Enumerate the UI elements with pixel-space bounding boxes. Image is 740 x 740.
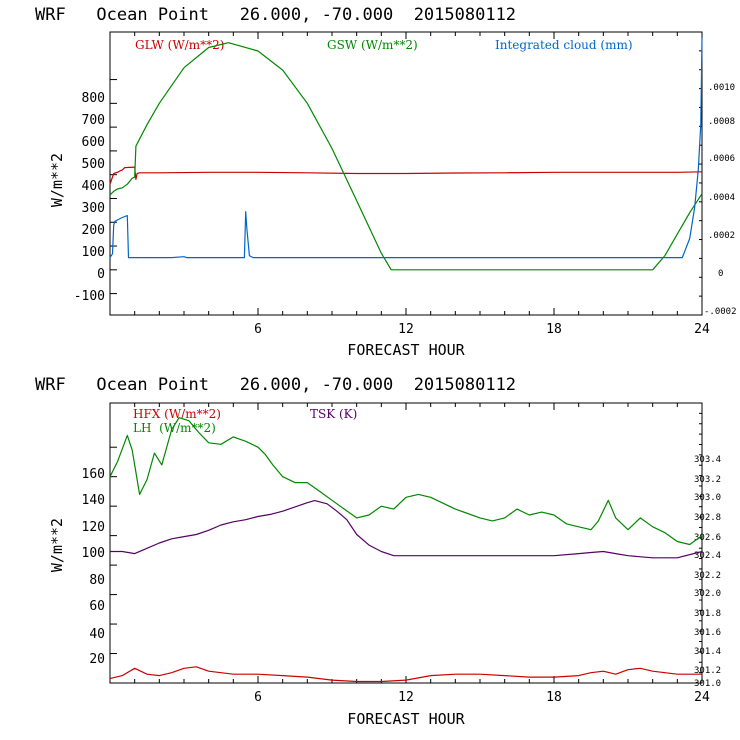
bottom-series-line-tsk — [110, 500, 703, 559]
bottom-y2-tick-label: 302.6 — [694, 533, 721, 543]
bottom-y2-tick-label: 302.8 — [694, 513, 721, 523]
bottom-y-tick-labels: 20 40 60 80 100 120 140 160 — [82, 467, 105, 667]
bottom-series-line-lh — [109, 417, 703, 546]
top-x-tick-label: 18 — [546, 322, 562, 337]
bottom-y-tick-label: 40 — [89, 627, 105, 642]
top-y-axis-label: W/m**2 — [48, 153, 66, 207]
bottom-series-line-hfx — [109, 666, 702, 683]
bottom-x-tick-label: 12 — [398, 690, 414, 705]
bottom-x-axis-label: FORECAST HOUR — [347, 710, 465, 728]
top-y2-tick-label: .0002 — [708, 231, 735, 241]
bottom-y-tick-label: 100 — [82, 546, 105, 561]
top-y-tick-label: 800 — [82, 91, 105, 106]
top-y2-tick-label: .0004 — [708, 193, 735, 203]
top-y-tick-label: 0 — [97, 267, 105, 282]
top-y-tick-label: 500 — [82, 157, 105, 172]
bottom-y-tick-label: 20 — [89, 652, 105, 667]
top-x-axis-label: FORECAST HOUR — [347, 341, 465, 359]
top-x-tick-labels: 6 12 18 24 — [254, 322, 710, 337]
legend-glw: GLW (W/m**2) — [135, 38, 224, 52]
bottom-y2-tick-label: 301.6 — [694, 628, 721, 638]
top-legend: GLW (W/m**2) GSW (W/m**2) Integrated clo… — [135, 38, 633, 52]
legend-tsk: TSK (K) — [310, 407, 357, 421]
top-y-tick-label: 100 — [82, 245, 105, 260]
bottom-y2-tick-label: 302.0 — [694, 589, 721, 599]
bottom-y-axis-label: W/m**2 — [48, 518, 66, 572]
bottom-y-tick-label: 120 — [82, 520, 105, 535]
legend-integrated-cloud: Integrated cloud (mm) — [495, 38, 633, 52]
bottom-y-tick-label: 80 — [89, 573, 105, 588]
bottom-y-tick-label: 60 — [89, 599, 105, 614]
top-y2-tick-label: 0 — [718, 269, 723, 279]
top-chart: WRF Ocean Point 26.000, -70.000 20150801… — [35, 5, 737, 359]
top-y-tick-label: 600 — [82, 135, 105, 150]
bottom-x-tick-label: 24 — [694, 690, 710, 705]
legend-lh: LH (W/m**2) — [133, 421, 216, 435]
bottom-y2-tick-labels: 303.4 303.2 303.0 302.8 302.6 302.4 302.… — [694, 455, 721, 689]
top-series-line-gsw — [109, 42, 703, 271]
top-y-tick-labels: -100 0 100 200 300 400 500 600 700 800 — [74, 91, 105, 304]
bottom-chart: WRF Ocean Point 26.000, -70.000 20150801… — [35, 375, 721, 728]
bottom-x-tick-labels: 6 12 18 24 — [254, 690, 710, 705]
bottom-plot-frame — [109, 402, 703, 684]
top-y-tick-label: -100 — [74, 289, 105, 304]
bottom-x-tick-label: 6 — [254, 690, 262, 705]
bottom-y2-tick-label: 301.8 — [694, 609, 721, 619]
bottom-y2-tick-label: 303.4 — [694, 455, 721, 465]
bottom-y2-tick-label: 301.2 — [694, 666, 721, 676]
bottom-chart-title: WRF Ocean Point 26.000, -70.000 20150801… — [35, 375, 516, 395]
bottom-y2-tick-label: 301.0 — [694, 679, 721, 689]
top-y2-tick-label: .0008 — [708, 117, 735, 127]
top-chart-title: WRF Ocean Point 26.000, -70.000 20150801… — [35, 5, 516, 25]
bottom-y2-tick-label: 302.2 — [694, 571, 721, 581]
top-y2-tick-label: .0010 — [708, 83, 735, 93]
legend-gsw: GSW (W/m**2) — [327, 38, 418, 52]
bottom-y2-tick-label: 301.4 — [694, 647, 721, 657]
bottom-y2-tick-label: 302.4 — [694, 551, 721, 561]
bottom-axis-ticks — [110, 402, 703, 684]
bottom-y2-tick-label: 303.0 — [694, 493, 721, 503]
top-x-tick-label: 12 — [398, 322, 414, 337]
top-y2-tick-labels: .0010 .0008 .0006 .0004 .0002 0 -.0002 — [704, 83, 737, 317]
top-y-tick-label: 700 — [82, 113, 105, 128]
top-y-tick-label: 200 — [82, 223, 105, 238]
top-x-tick-label: 6 — [254, 322, 262, 337]
bottom-series-lines — [109, 417, 703, 683]
top-y2-tick-label: -.0002 — [704, 307, 737, 317]
top-y-tick-label: 300 — [82, 201, 105, 216]
bottom-legend: HFX (W/m**2) LH (W/m**2) TSK (K) — [133, 407, 357, 435]
bottom-x-tick-label: 18 — [546, 690, 562, 705]
top-axis-ticks — [110, 31, 703, 316]
bottom-y-tick-label: 140 — [82, 493, 105, 508]
top-y-tick-label: 400 — [82, 179, 105, 194]
bottom-y2-tick-label: 303.2 — [694, 475, 721, 485]
top-x-tick-label: 24 — [694, 322, 710, 337]
top-series-line-glw — [109, 166, 703, 185]
top-series-line-integrated — [109, 37, 703, 259]
legend-hfx: HFX (W/m**2) — [133, 407, 221, 421]
top-series-lines — [109, 37, 703, 271]
top-y2-tick-label: .0006 — [708, 154, 735, 164]
bottom-y-tick-label: 160 — [82, 467, 105, 482]
